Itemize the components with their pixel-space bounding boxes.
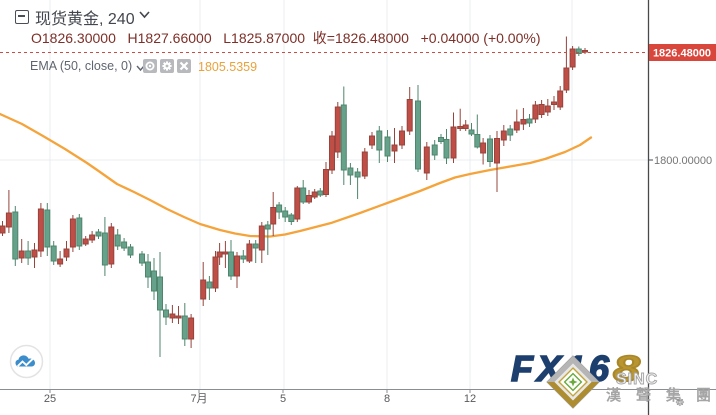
svg-text:SINC: SINC: [616, 371, 658, 388]
svg-text:1800.00000: 1800.00000: [654, 155, 712, 167]
svg-text:8: 8: [384, 393, 390, 405]
svg-text:1826.48000: 1826.48000: [653, 48, 711, 60]
svg-text:7月: 7月: [190, 393, 207, 405]
svg-text:8: 8: [613, 350, 640, 389]
svg-text:25: 25: [44, 393, 56, 405]
svg-text:12: 12: [464, 393, 476, 405]
svg-text:5: 5: [280, 393, 286, 405]
